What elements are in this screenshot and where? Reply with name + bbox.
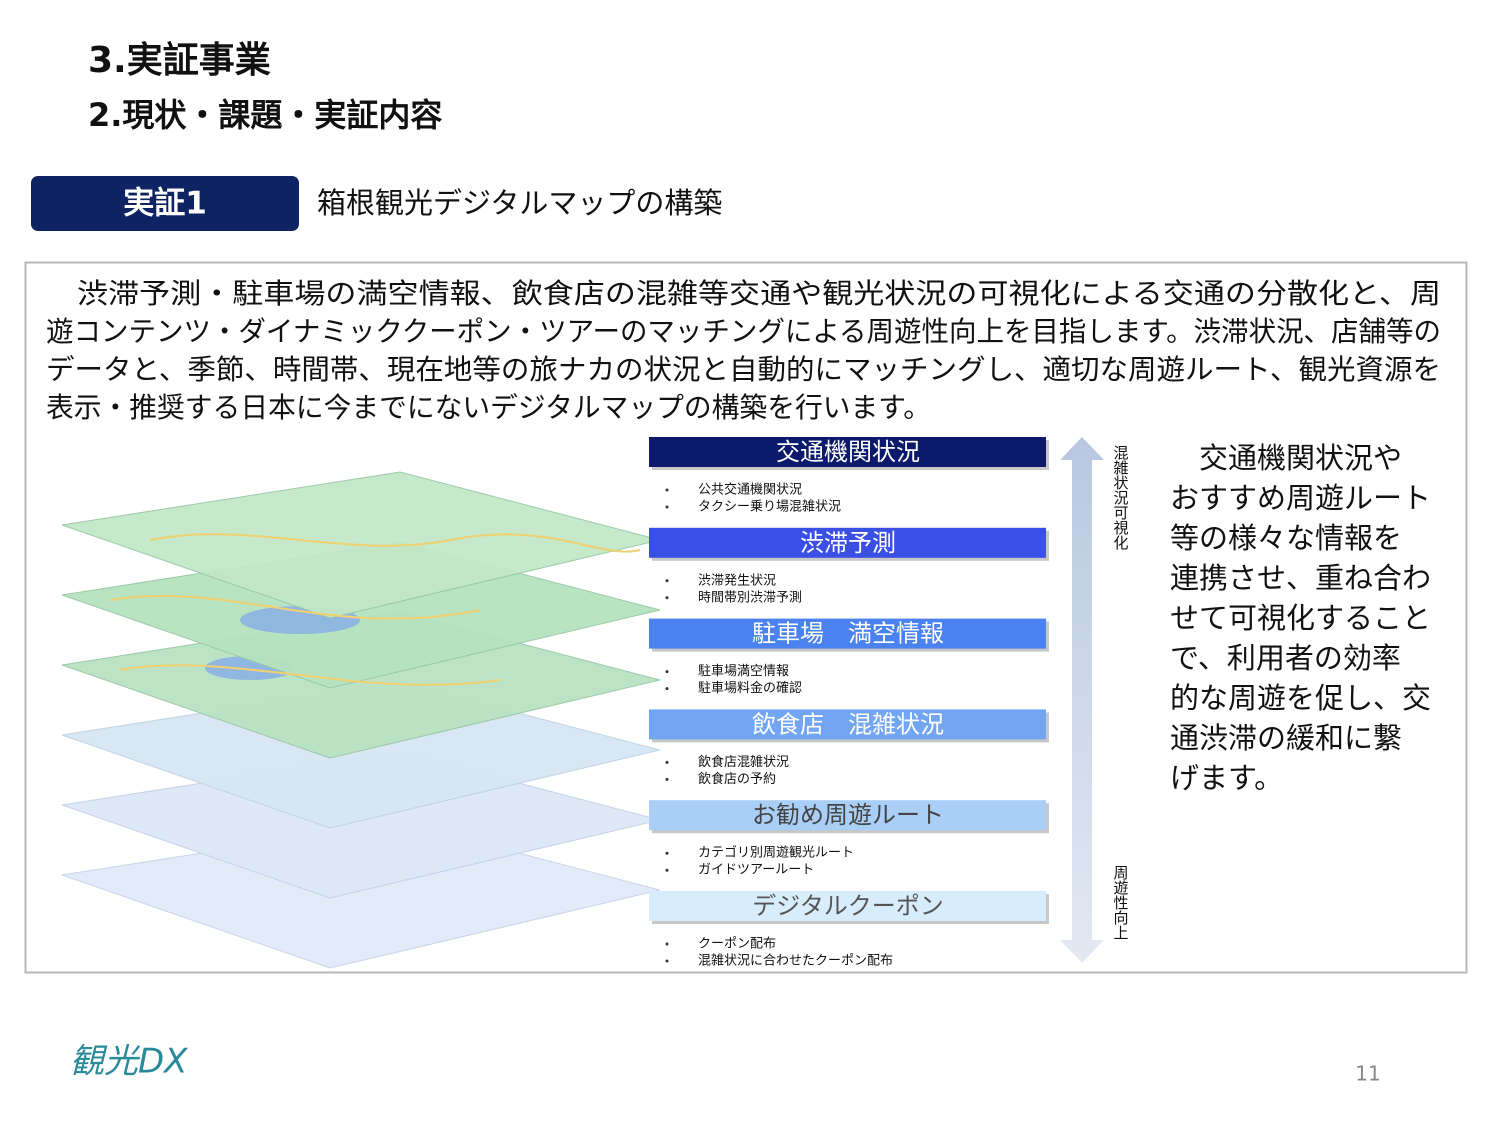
page-number: 11 (1355, 1062, 1380, 1086)
bullet-dot (665, 868, 669, 872)
layer-bullet: クーポン配布 (698, 937, 776, 952)
badge-label: 実証1 (123, 186, 207, 222)
layer-bullet: カテゴリ別周遊観光ルート (698, 845, 854, 861)
description-line: データと、季節、時間帯、現在地等の旅ナカの状況と自動的にマッチングし、適切な周遊… (46, 353, 1441, 386)
description: 渋滞予測・駐車場の満空情報、飲食店の混雑等交通や観光状況の可視化による交通の分散… (46, 277, 1441, 424)
layer-bar (649, 437, 1046, 467)
side-line: げます。 (1170, 761, 1283, 795)
layer-bullet: 時間帯別渋滞予測 (698, 590, 802, 605)
bullet-dot (665, 959, 669, 963)
side-line: 交通機関状況や (1170, 441, 1402, 475)
side-line: 通渋滞の緩和に繋 (1170, 721, 1402, 755)
bullet-dot (665, 579, 669, 583)
logo: 観光DX (70, 1042, 188, 1082)
description-line: 表示・推奨する日本に今までにないデジタルマップの構築を行います。 (46, 391, 931, 424)
layer-list: 交通機関状況公共交通機関状況タクシー乗り場混雑状況渋滞予測渋滞発生状況時間帯別渋… (649, 437, 1049, 969)
side-line: で、利用者の効率 (1170, 641, 1401, 675)
side-line: 等の様々な情報を (1170, 521, 1402, 555)
section-heading: 箱根観光デジタルマップの構築 (317, 186, 722, 220)
layer-bar (649, 618, 1046, 649)
layer-title: 渋滞予測 (800, 529, 896, 557)
layer-bullet: 飲食店混雑状況 (698, 754, 789, 770)
layer-bullet: 飲食店の予約 (698, 771, 776, 787)
subtitle: 2.現状・課題・実証内容 (88, 96, 442, 134)
bullet-dot (665, 505, 669, 509)
layer-title: デジタルクーポン (752, 892, 944, 920)
arrow-label-top: 混雑状況可視化 (1112, 445, 1130, 550)
side-line: 連携させ、重ね合わ (1170, 561, 1431, 595)
layer-bullet: ガイドツアールート (698, 863, 814, 878)
side-line: 的な周遊を促し、交 (1170, 681, 1431, 715)
layer-bullet: 駐車場料金の確認 (698, 680, 802, 696)
bullet-dot (665, 687, 669, 691)
layer-title: お勧め周遊ルート (752, 801, 944, 829)
layer-title: 駐車場 満空情報 (752, 620, 944, 648)
description-line: 渋滞予測・駐車場の満空情報、飲食店の混雑等交通や観光状況の可視化による交通の分散… (46, 277, 1441, 310)
layer-bullet: タクシー乗り場混雑状況 (698, 499, 841, 515)
map-illustration (61, 471, 661, 969)
layer-bar (649, 709, 1046, 740)
layer-bar (649, 800, 1046, 831)
title: 3.実証事業 (88, 40, 271, 81)
layer-bullet: 駐車場満空情報 (698, 664, 789, 679)
bullet-dot (665, 670, 669, 674)
layer-bar (649, 527, 1046, 558)
double-arrow (1060, 437, 1104, 963)
bullet-dot (665, 777, 669, 781)
layer-bullet: 渋滞発生状況 (698, 573, 776, 588)
layer-title: 飲食店 混雑状況 (752, 710, 944, 738)
badge (31, 176, 299, 231)
layer-bar (649, 891, 1046, 921)
bullet-dot (665, 760, 669, 764)
bullet-dot (665, 851, 669, 855)
side-line: せて可視化すること (1170, 601, 1431, 635)
layer-bullet: 混雑状況に合わせたクーポン配布 (698, 953, 893, 969)
description-line: 遊コンテンツ・ダイナミッククーポン・ツアーのマッチングによる周遊性向上を目指しま… (46, 315, 1441, 348)
bullet-dot (665, 488, 669, 492)
side-line: おすすめ周遊ルート (1170, 481, 1431, 515)
arrow-label-bottom: 周遊性向上 (1112, 865, 1130, 940)
bullet-dot (665, 596, 669, 600)
side-text: 交通機関状況やおすすめ周遊ルート等の様々な情報を連携させ、重ね合わせて可視化する… (1170, 441, 1431, 795)
layer-bullet: 公共交通機関状況 (698, 482, 802, 498)
layer-title: 交通機関状況 (776, 438, 920, 466)
bullet-dot (665, 942, 669, 946)
